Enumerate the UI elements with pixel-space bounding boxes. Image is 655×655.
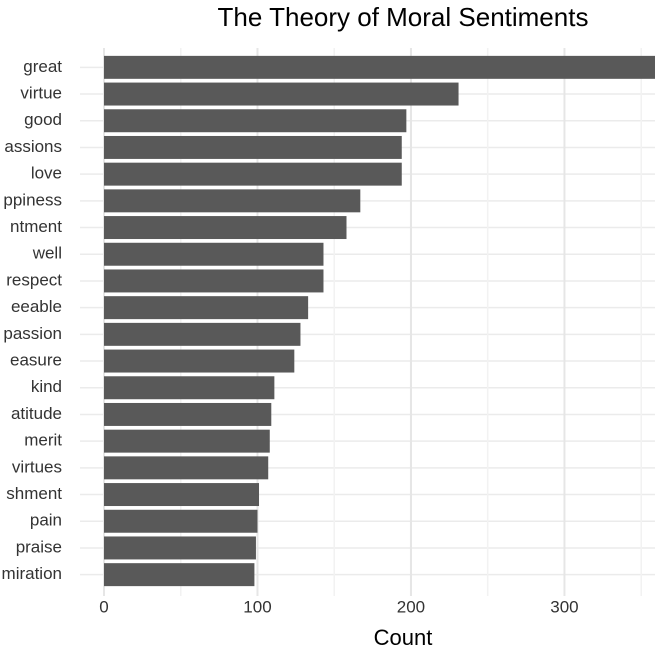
x-tick-label: 300 bbox=[550, 597, 578, 616]
x-axis-label: Count bbox=[374, 625, 433, 650]
bar bbox=[104, 189, 361, 213]
y-tick-label: praise bbox=[16, 537, 62, 556]
y-tick-label: great bbox=[23, 57, 62, 76]
x-tick-label: 100 bbox=[243, 597, 271, 616]
bar bbox=[104, 563, 255, 587]
bar bbox=[104, 162, 402, 186]
bar bbox=[104, 296, 309, 320]
bar bbox=[104, 483, 260, 507]
bar bbox=[104, 269, 324, 293]
x-tick-label: 0 bbox=[99, 597, 108, 616]
bar bbox=[104, 429, 270, 453]
bar bbox=[104, 509, 258, 533]
y-tick-label: virtue bbox=[20, 84, 62, 103]
bar bbox=[104, 216, 347, 240]
bar bbox=[104, 242, 324, 266]
y-tick-label: virtues bbox=[12, 457, 62, 476]
bar bbox=[104, 376, 275, 400]
bar bbox=[104, 536, 256, 560]
y-tick-label: kind bbox=[31, 377, 62, 396]
y-tick-label: well bbox=[32, 244, 62, 263]
y-tick-label: ppiness bbox=[3, 190, 62, 209]
bar bbox=[104, 135, 402, 159]
y-tick-label: passion bbox=[3, 324, 62, 343]
y-tick-label: assions bbox=[4, 137, 62, 156]
y-tick-label: ntment bbox=[10, 217, 62, 236]
y-tick-label: love bbox=[31, 164, 62, 183]
y-tick-label: atitude bbox=[11, 404, 62, 423]
y-tick-label: good bbox=[24, 110, 62, 129]
y-tick-label: eeable bbox=[11, 297, 62, 316]
bar bbox=[104, 55, 655, 79]
x-tick-label: 200 bbox=[397, 597, 425, 616]
bar bbox=[104, 402, 272, 426]
bar bbox=[104, 456, 269, 480]
y-tick-label: respect bbox=[6, 270, 62, 289]
bar bbox=[104, 322, 301, 346]
y-tick-label: shment bbox=[6, 484, 62, 503]
y-tick-label: easure bbox=[10, 351, 62, 370]
bar bbox=[104, 82, 459, 106]
y-tick-label: pain bbox=[30, 511, 62, 530]
bar bbox=[104, 349, 295, 373]
bar bbox=[104, 109, 407, 133]
chart-title: The Theory of Moral Sentiments bbox=[218, 2, 589, 32]
y-tick-label: merit bbox=[24, 431, 62, 450]
y-tick-label: miration bbox=[2, 564, 62, 583]
